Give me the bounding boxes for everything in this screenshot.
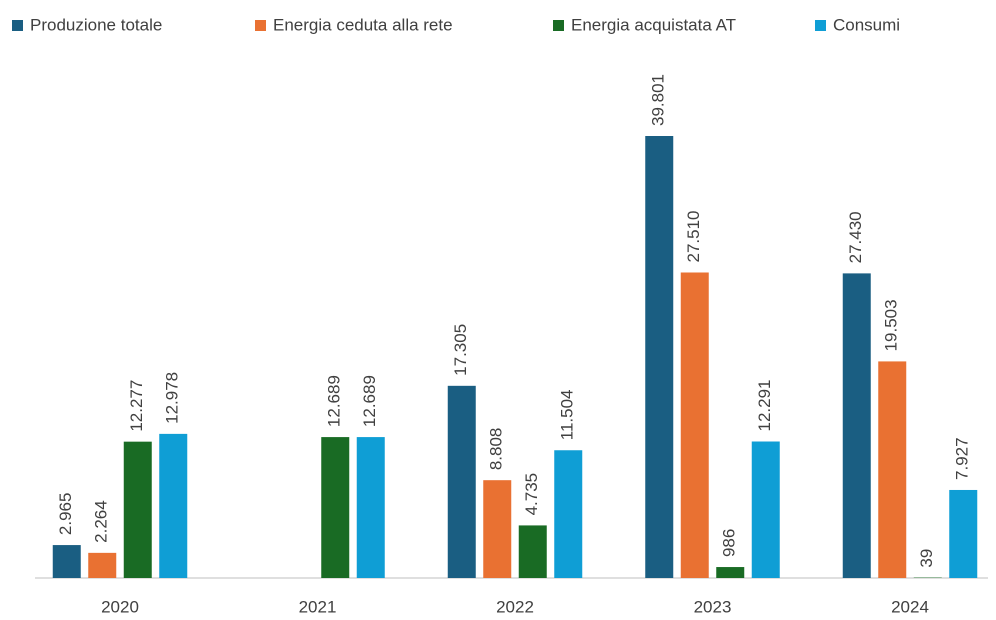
x-tick-label: 2021 [299,597,337,616]
bar [878,361,907,578]
data-label: 27.430 [846,211,865,263]
bar [716,567,745,578]
bar [680,272,709,578]
x-tick-label: 2024 [891,597,929,616]
data-label: 11.504 [558,390,577,441]
data-label: 12.689 [360,375,379,427]
legend-label: Produzione totale [30,15,162,34]
data-label: 2.965 [56,493,75,536]
legend-label: Energia acquistata AT [571,15,736,34]
data-label: 12.689 [325,375,344,427]
bar [356,437,385,578]
bar [842,273,871,578]
data-label: 17.305 [451,324,470,376]
bar [518,525,547,578]
data-label: 12.291 [755,380,774,432]
data-label: 39.801 [649,74,668,126]
x-tick-label: 2022 [496,597,534,616]
bar [52,545,81,578]
legend-swatch [255,20,266,31]
legend-swatch [815,20,826,31]
x-tick-label: 2023 [694,597,732,616]
bar [123,441,152,578]
legend-swatch [553,20,564,31]
bar [645,136,674,578]
bar [88,552,117,578]
data-label: 27.510 [684,210,703,262]
legend-label: Consumi [833,15,900,34]
bar [949,489,978,578]
data-label: 39 [917,549,936,568]
bar [159,433,188,578]
bar [321,437,350,578]
bar [751,441,780,578]
data-label: 12.277 [127,380,146,432]
legend-label: Energia ceduta alla rete [273,15,453,34]
bar [554,450,583,578]
data-label: 12.978 [163,372,182,424]
bar [447,385,476,578]
data-label: 4.735 [522,473,541,516]
bar [483,480,512,578]
data-label: 8.808 [487,428,506,471]
legend-swatch [12,20,23,31]
data-label: 19.503 [882,299,901,351]
data-label: 2.264 [92,500,111,543]
data-label: 7.927 [953,437,972,480]
data-label: 986 [720,529,739,557]
x-tick-label: 2020 [101,597,139,616]
